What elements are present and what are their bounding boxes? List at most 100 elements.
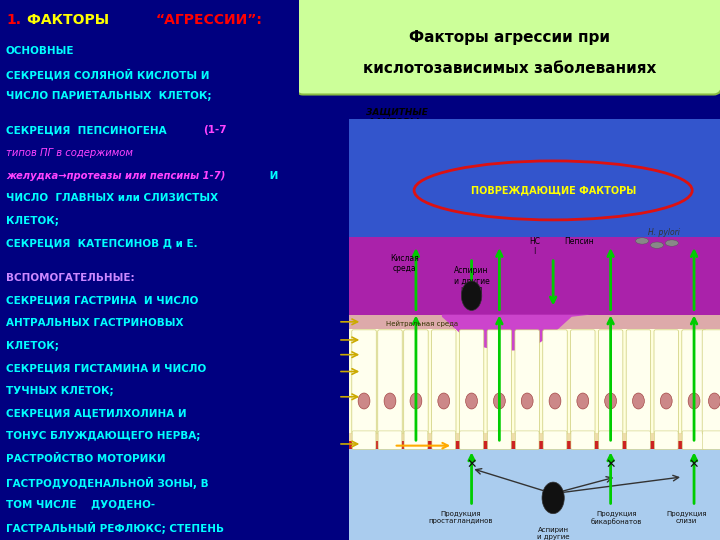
Text: Аспирин
и другие
НПВП: Аспирин и другие НПВП bbox=[454, 266, 490, 296]
Text: Пепсин: Пепсин bbox=[564, 237, 594, 246]
Text: СЕКРЕЦИЯ ГАСТРИНА  И ЧИСЛО: СЕКРЕЦИЯ ГАСТРИНА И ЧИСЛО bbox=[6, 295, 198, 306]
Ellipse shape bbox=[410, 393, 422, 409]
Polygon shape bbox=[349, 119, 720, 237]
FancyBboxPatch shape bbox=[487, 330, 512, 434]
Ellipse shape bbox=[358, 393, 370, 409]
FancyBboxPatch shape bbox=[294, 0, 720, 94]
Text: типов ПГ в содержимом: типов ПГ в содержимом bbox=[6, 148, 133, 158]
Text: Аспирин
и другие
НПВП: Аспирин и другие НПВП bbox=[537, 528, 570, 540]
Text: КЛЕТОК;: КЛЕТОК; bbox=[6, 216, 59, 226]
Ellipse shape bbox=[542, 482, 564, 514]
FancyBboxPatch shape bbox=[431, 330, 456, 434]
Ellipse shape bbox=[549, 393, 561, 409]
FancyBboxPatch shape bbox=[654, 431, 678, 449]
Text: ПОВРЕЖДАЮЩИЕ ФАКТОРЫ: ПОВРЕЖДАЮЩИЕ ФАКТОРЫ bbox=[470, 185, 636, 195]
FancyBboxPatch shape bbox=[352, 431, 376, 449]
Ellipse shape bbox=[665, 240, 678, 246]
Text: Кислая
среда: Кислая среда bbox=[390, 254, 419, 273]
Text: КЛЕТОК;: КЛЕТОК; bbox=[6, 341, 59, 351]
Text: 1.: 1. bbox=[6, 14, 21, 28]
Text: СЕКРЕЦИЯ СОЛЯНОЙ КИСЛОТЫ И: СЕКРЕЦИЯ СОЛЯНОЙ КИСЛОТЫ И bbox=[6, 69, 210, 80]
FancyBboxPatch shape bbox=[626, 431, 650, 449]
Ellipse shape bbox=[636, 238, 649, 244]
Text: СЕКРЕЦИЯ АЦЕТИЛХОЛИНА И: СЕКРЕЦИЯ АЦЕТИЛХОЛИНА И bbox=[6, 409, 186, 419]
Ellipse shape bbox=[688, 393, 700, 409]
FancyBboxPatch shape bbox=[378, 431, 402, 449]
Text: ТУЧНЫХ КЛЕТОК;: ТУЧНЫХ КЛЕТОК; bbox=[6, 386, 114, 396]
Text: И: И bbox=[266, 171, 279, 181]
Polygon shape bbox=[349, 449, 720, 540]
FancyBboxPatch shape bbox=[571, 431, 595, 449]
Text: Ионный градиент: Ионный градиент bbox=[366, 209, 451, 218]
Text: ТОМ ЧИСЛЕ    ДУОДЕНО-: ТОМ ЧИСЛЕ ДУОДЕНО- bbox=[6, 500, 155, 510]
FancyBboxPatch shape bbox=[515, 330, 539, 434]
Text: НС: НС bbox=[529, 237, 540, 246]
FancyBboxPatch shape bbox=[404, 431, 428, 449]
Text: ✕: ✕ bbox=[606, 458, 616, 471]
Text: ТОНУС БЛУЖДАЮЩЕГО НЕРВА;: ТОНУС БЛУЖДАЮЩЕГО НЕРВА; bbox=[6, 431, 200, 442]
FancyBboxPatch shape bbox=[598, 330, 623, 434]
Polygon shape bbox=[442, 315, 590, 350]
Text: ЗАЩИТНЫЕ
ФАКТОРЫ:: ЗАЩИТНЫЕ ФАКТОРЫ: bbox=[366, 108, 428, 127]
FancyBboxPatch shape bbox=[487, 431, 511, 449]
Text: ЧИСЛО  ГЛАВНЫХ или СЛИЗИСТЫХ: ЧИСЛО ГЛАВНЫХ или СЛИЗИСТЫХ bbox=[6, 193, 218, 204]
Text: ВСПОМОГАТЕЛЬНЫЕ:: ВСПОМОГАТЕЛЬНЫЕ: bbox=[6, 273, 135, 283]
FancyBboxPatch shape bbox=[352, 330, 377, 434]
Ellipse shape bbox=[577, 393, 589, 409]
Ellipse shape bbox=[605, 393, 616, 409]
Text: |: | bbox=[534, 247, 536, 254]
Text: желудка→протеазы или пепсины 1-7): желудка→протеазы или пепсины 1-7) bbox=[6, 171, 225, 181]
FancyBboxPatch shape bbox=[626, 330, 651, 434]
Text: Продукция
бикарбонатов: Продукция бикарбонатов bbox=[590, 510, 642, 524]
Ellipse shape bbox=[660, 393, 672, 409]
FancyBboxPatch shape bbox=[516, 431, 539, 449]
Ellipse shape bbox=[384, 393, 396, 409]
FancyBboxPatch shape bbox=[682, 431, 706, 449]
FancyBboxPatch shape bbox=[378, 330, 402, 434]
Text: ГАСТРОДУОДЕНАЛЬНОЙ ЗОНЫ, В: ГАСТРОДУОДЕНАЛЬНОЙ ЗОНЫ, В bbox=[6, 477, 209, 489]
Text: ОСНОВНЫЕ: ОСНОВНЫЕ bbox=[6, 46, 74, 56]
Text: ✕: ✕ bbox=[467, 458, 477, 471]
Text: Простагландины: Простагландины bbox=[366, 316, 447, 325]
Ellipse shape bbox=[438, 393, 450, 409]
Ellipse shape bbox=[493, 393, 505, 409]
FancyBboxPatch shape bbox=[459, 330, 484, 434]
Text: ✕: ✕ bbox=[689, 458, 699, 471]
Text: (1-7: (1-7 bbox=[203, 125, 227, 136]
Text: “АГРЕССИИ”:: “АГРЕССИИ”: bbox=[156, 14, 262, 28]
FancyBboxPatch shape bbox=[702, 330, 720, 434]
FancyBboxPatch shape bbox=[543, 431, 567, 449]
FancyBboxPatch shape bbox=[703, 431, 720, 449]
Polygon shape bbox=[349, 441, 720, 449]
Text: СЕКРЕЦИЯ  КАТЕПСИНОВ Д и Е.: СЕКРЕЦИЯ КАТЕПСИНОВ Д и Е. bbox=[6, 239, 197, 249]
Text: АНТРАЛЬНЫХ ГАСТРИНОВЫХ: АНТРАЛЬНЫХ ГАСТРИНОВЫХ bbox=[6, 318, 184, 328]
Text: кислотозависимых заболеваниях: кислотозависимых заболеваниях bbox=[363, 61, 656, 76]
Polygon shape bbox=[349, 315, 720, 329]
Text: ФАКТОРЫ: ФАКТОРЫ bbox=[27, 14, 119, 28]
Polygon shape bbox=[349, 237, 720, 321]
Text: Продукция
простагландинов: Продукция простагландинов bbox=[428, 510, 492, 523]
Text: Слизистый барьер: Слизистый барьер bbox=[366, 162, 454, 171]
Text: H. pylori: H. pylori bbox=[649, 228, 680, 237]
Ellipse shape bbox=[521, 393, 533, 409]
FancyBboxPatch shape bbox=[543, 330, 567, 434]
Text: Эпителий: Эпителий bbox=[366, 370, 413, 379]
Text: СЕКРЕЦИЯ  ПЕПСИНОГЕНА: СЕКРЕЦИЯ ПЕПСИНОГЕНА bbox=[6, 125, 170, 136]
Text: ГАСТРАЛЬНЫЙ РЕФЛЮКС; СТЕПЕНЬ: ГАСТРАЛЬНЫЙ РЕФЛЮКС; СТЕПЕНЬ bbox=[6, 522, 224, 534]
Ellipse shape bbox=[462, 281, 482, 310]
FancyBboxPatch shape bbox=[459, 431, 483, 449]
FancyBboxPatch shape bbox=[599, 431, 623, 449]
Polygon shape bbox=[349, 433, 720, 443]
Ellipse shape bbox=[708, 393, 720, 409]
Ellipse shape bbox=[466, 393, 477, 409]
Text: СЕКРЕЦИЯ ГИСТАМИНА И ЧИСЛО: СЕКРЕЦИЯ ГИСТАМИНА И ЧИСЛО bbox=[6, 363, 206, 374]
Text: Продукция
слизи: Продукция слизи bbox=[667, 510, 707, 523]
FancyBboxPatch shape bbox=[682, 330, 706, 434]
Text: Факторы агрессии при: Факторы агрессии при bbox=[409, 30, 610, 45]
Text: Бикарбонатный
барьер: Бикарбонатный барьер bbox=[366, 256, 442, 276]
FancyBboxPatch shape bbox=[570, 330, 595, 434]
FancyBboxPatch shape bbox=[654, 330, 678, 434]
Ellipse shape bbox=[650, 242, 663, 248]
Polygon shape bbox=[349, 329, 720, 435]
FancyBboxPatch shape bbox=[404, 330, 428, 434]
